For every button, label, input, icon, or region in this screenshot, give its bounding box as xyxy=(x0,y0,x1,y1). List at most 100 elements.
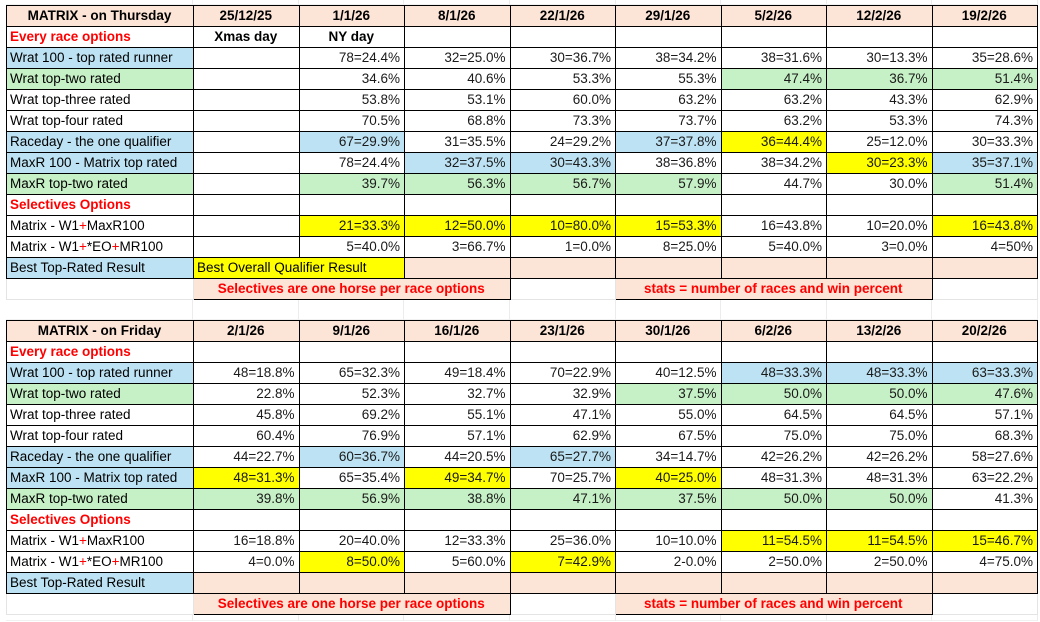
value-cell[interactable]: 38=36.8% xyxy=(615,152,722,174)
value-cell[interactable]: 44=22.7% xyxy=(193,446,300,468)
section-label-cell[interactable]: Selectives Options xyxy=(6,509,194,531)
value-cell[interactable]: 5=40.0% xyxy=(720,236,827,258)
value-cell[interactable] xyxy=(193,110,300,132)
holiday-note-cell[interactable]: NY day xyxy=(298,26,405,48)
value-cell[interactable]: 38=34.2% xyxy=(615,47,722,69)
date-header-cell[interactable]: 16/1/26 xyxy=(404,320,511,342)
row-label-cell[interactable]: Best Top-Rated Result xyxy=(6,257,194,279)
value-cell-yellow-highlight[interactable]: 48=31.3% xyxy=(193,467,300,489)
date-header-cell[interactable]: 20/2/26 xyxy=(931,320,1038,342)
value-cell[interactable]: 30=13.3% xyxy=(826,47,933,69)
value-cell-green-highlight[interactable]: 47.1% xyxy=(509,488,616,510)
value-cell[interactable]: 10=10.0% xyxy=(615,530,722,552)
value-cell[interactable] xyxy=(298,341,405,363)
row-label-cell[interactable]: Wrat top-two rated xyxy=(6,68,194,90)
value-cell[interactable]: 53.8% xyxy=(298,89,405,111)
row-label-cell[interactable]: MaxR top-two rated xyxy=(6,173,194,195)
value-cell[interactable]: 44.7% xyxy=(720,173,827,195)
date-header-cell[interactable]: 12/2/26 xyxy=(826,5,933,27)
value-cell[interactable]: 3=66.7% xyxy=(404,236,511,258)
value-cell[interactable]: 48=31.3% xyxy=(720,467,827,489)
result-cell[interactable] xyxy=(193,572,300,594)
result-cell[interactable] xyxy=(720,257,827,279)
value-cell-green-highlight[interactable]: 38.8% xyxy=(404,488,511,510)
value-cell[interactable] xyxy=(720,26,827,48)
value-cell[interactable]: 40=12.5% xyxy=(615,362,722,384)
value-cell-green-highlight[interactable]: 51.4% xyxy=(931,173,1038,195)
value-cell-yellow-highlight[interactable]: 49=34.7% xyxy=(404,467,511,489)
value-cell-green-highlight[interactable]: 39.7% xyxy=(298,173,405,195)
note-cell[interactable]: stats = number of races and win percent xyxy=(615,278,933,300)
value-cell[interactable] xyxy=(298,194,405,216)
value-cell[interactable] xyxy=(193,509,300,531)
value-cell[interactable] xyxy=(298,509,405,531)
section-label-cell[interactable]: Selectives Options xyxy=(6,194,194,216)
date-header-cell[interactable]: 2/1/26 xyxy=(193,320,300,342)
row-label-cell[interactable]: Wrat 100 - top rated runner xyxy=(6,362,194,384)
value-cell[interactable]: 53.3% xyxy=(826,110,933,132)
result-cell[interactable] xyxy=(615,572,722,594)
value-cell[interactable]: 5=40.0% xyxy=(298,236,405,258)
value-cell[interactable]: 35=28.6% xyxy=(931,47,1038,69)
value-cell[interactable] xyxy=(826,341,933,363)
value-cell-yellow-highlight[interactable]: 36=44.4% xyxy=(720,131,827,153)
value-cell-blue-highlight[interactable]: 48=33.3% xyxy=(826,362,933,384)
row-label-cell[interactable]: Best Top-Rated Result xyxy=(6,572,194,594)
value-cell-green-highlight[interactable]: 50.0% xyxy=(826,383,933,405)
row-label-cell[interactable]: Raceday - the one qualifier xyxy=(6,446,194,468)
value-cell-green-highlight[interactable]: 56.3% xyxy=(404,173,511,195)
value-cell[interactable] xyxy=(404,509,511,531)
value-cell[interactable]: 60.0% xyxy=(509,89,616,111)
value-cell[interactable]: 55.3% xyxy=(615,68,722,90)
value-cell[interactable]: 32.9% xyxy=(509,383,616,405)
value-cell[interactable]: 30=36.7% xyxy=(509,47,616,69)
value-cell[interactable] xyxy=(931,26,1038,48)
value-cell[interactable] xyxy=(931,509,1038,531)
value-cell[interactable]: 5=60.0% xyxy=(404,551,511,573)
value-cell[interactable]: 53.1% xyxy=(404,89,511,111)
value-cell-blue-highlight[interactable]: 48=33.3% xyxy=(720,362,827,384)
value-cell[interactable]: 68.8% xyxy=(404,110,511,132)
value-cell[interactable] xyxy=(931,341,1038,363)
date-header-cell[interactable]: 13/2/26 xyxy=(826,320,933,342)
value-cell[interactable] xyxy=(404,341,511,363)
value-cell-yellow-highlight[interactable]: 11=54.5% xyxy=(720,530,827,552)
value-cell[interactable] xyxy=(193,89,300,111)
date-header-cell[interactable]: 8/1/26 xyxy=(404,5,511,27)
row-label-cell[interactable]: Matrix - W1+MaxR100 xyxy=(6,530,194,552)
value-cell[interactable]: 55.1% xyxy=(404,404,511,426)
value-cell[interactable]: 32.7% xyxy=(404,383,511,405)
value-cell[interactable]: 62.9% xyxy=(509,425,616,447)
value-cell[interactable]: 53.3% xyxy=(509,68,616,90)
value-cell[interactable] xyxy=(193,152,300,174)
date-header-cell[interactable]: 25/12/25 xyxy=(193,5,300,27)
value-cell[interactable] xyxy=(509,26,616,48)
value-cell-yellow-highlight[interactable]: 8=50.0% xyxy=(298,551,405,573)
date-header-cell[interactable]: 19/2/26 xyxy=(931,5,1038,27)
row-label-cell[interactable]: Wrat 100 - top rated runner xyxy=(6,47,194,69)
value-cell-green-highlight[interactable]: 47.4% xyxy=(720,68,827,90)
date-header-cell[interactable]: 5/2/26 xyxy=(720,5,827,27)
row-label-cell[interactable]: Matrix - W1+*EO+MR100 xyxy=(6,236,194,258)
value-cell-green-highlight[interactable]: 39.8% xyxy=(193,488,300,510)
value-cell[interactable] xyxy=(193,236,300,258)
value-cell[interactable]: 58=27.6% xyxy=(931,446,1038,468)
row-label-cell[interactable]: Wrat top-three rated xyxy=(6,89,194,111)
value-cell[interactable]: 30=33.3% xyxy=(931,131,1038,153)
value-cell-yellow-highlight[interactable]: 30=23.3% xyxy=(826,152,933,174)
value-cell-blue-highlight[interactable]: 63=33.3% xyxy=(931,362,1038,384)
value-cell[interactable]: 34=14.7% xyxy=(615,446,722,468)
result-cell[interactable] xyxy=(720,572,827,594)
value-cell[interactable]: 40.6% xyxy=(404,68,511,90)
row-label-cell[interactable]: MaxR top-two rated xyxy=(6,488,194,510)
value-cell[interactable]: 70=25.7% xyxy=(509,467,616,489)
value-cell[interactable]: 64.5% xyxy=(826,404,933,426)
result-cell[interactable] xyxy=(826,257,933,279)
empty-cell[interactable] xyxy=(509,278,616,300)
value-cell[interactable] xyxy=(193,215,300,237)
value-cell-yellow-highlight[interactable]: 15=53.3% xyxy=(615,215,722,237)
value-cell-green-highlight[interactable]: 50.0% xyxy=(720,383,827,405)
value-cell[interactable] xyxy=(720,194,827,216)
value-cell[interactable]: 48=31.3% xyxy=(826,467,933,489)
value-cell[interactable] xyxy=(826,194,933,216)
